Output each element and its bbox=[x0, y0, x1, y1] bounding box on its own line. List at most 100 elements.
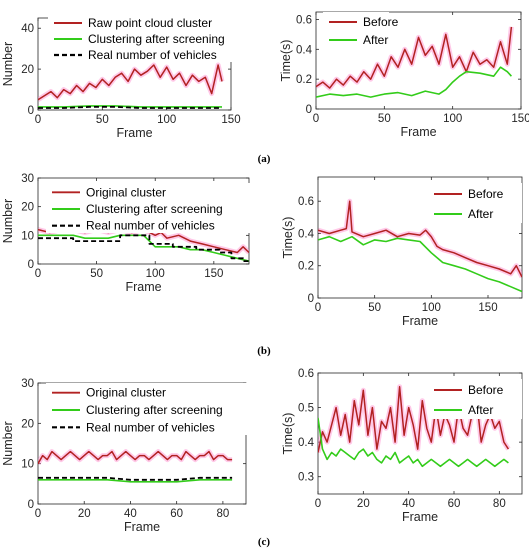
x-tick-label: 50 bbox=[90, 268, 103, 280]
legend: Before After bbox=[428, 379, 522, 419]
y-tick-label: 20 bbox=[21, 202, 34, 214]
legend-box bbox=[48, 14, 260, 62]
y-tick-label: 20 bbox=[21, 64, 34, 76]
legend-label: Real number of vehicles bbox=[86, 420, 215, 434]
legend-label: After bbox=[363, 33, 388, 47]
legend: Raw point cloud cluster Clustering after … bbox=[48, 14, 260, 62]
legend-label: After bbox=[468, 403, 493, 417]
x-tick-label: 60 bbox=[170, 508, 183, 520]
y-tick-label: 0.4 bbox=[296, 44, 313, 56]
series-line-raw bbox=[318, 200, 522, 278]
legend-box bbox=[428, 183, 522, 223]
y-tick-label: 10 bbox=[21, 459, 34, 471]
x-tick-label: 50 bbox=[378, 113, 391, 125]
x-tick-label: 40 bbox=[124, 508, 137, 520]
y-axis-label: Number bbox=[1, 42, 15, 86]
y-tick-label: 30 bbox=[21, 173, 34, 185]
x-tick-label: 150 bbox=[478, 302, 497, 314]
y-axis-label: Time(s) bbox=[281, 217, 295, 259]
x-tick-label: 100 bbox=[146, 268, 165, 280]
x-tick-label: 40 bbox=[402, 498, 415, 510]
y-tick-label: 0.6 bbox=[298, 368, 314, 380]
legend-box bbox=[46, 183, 254, 233]
series-line-screened bbox=[38, 478, 233, 483]
series-line-real bbox=[38, 106, 222, 109]
y-tick-label: 10 bbox=[21, 230, 34, 242]
legend-label: Real number of vehicles bbox=[86, 219, 215, 233]
x-tick-label: 60 bbox=[448, 498, 461, 510]
y-axis-label: Number bbox=[1, 421, 15, 465]
x-tick-label: 20 bbox=[78, 508, 91, 520]
legend-label: Before bbox=[468, 187, 504, 201]
series-line-screened bbox=[38, 234, 249, 262]
x-tick-label: 0 bbox=[315, 302, 321, 314]
y-tick-label: 0.4 bbox=[298, 437, 315, 449]
y-tick-label: 20 bbox=[21, 418, 34, 430]
y-tick-label: 0 bbox=[28, 499, 34, 511]
legend-label: Clustering after screening bbox=[86, 202, 223, 216]
x-tick-label: 0 bbox=[313, 113, 319, 125]
y-axis-label: Time(s) bbox=[281, 413, 295, 455]
legend-label: Before bbox=[363, 15, 399, 29]
chart-a-left: 0 50 100 150 0 20 40 Frame Number Raw point cloud… bbox=[1, 14, 260, 140]
y-tick-label: 0.6 bbox=[296, 14, 312, 26]
x-axis-label: Frame bbox=[402, 314, 438, 328]
series-line-screened bbox=[318, 417, 509, 468]
x-axis-label: Frame bbox=[125, 280, 161, 294]
x-tick-label: 0 bbox=[35, 114, 41, 126]
series-line-raw bbox=[316, 26, 513, 89]
x-tick-label: 150 bbox=[221, 114, 240, 126]
series-line-screened bbox=[38, 105, 222, 108]
y-tick-label: 0 bbox=[306, 104, 312, 116]
legend-box bbox=[323, 12, 389, 48]
legend-box bbox=[428, 379, 522, 419]
y-tick-label: 0 bbox=[308, 293, 314, 305]
legend-label: After bbox=[468, 207, 493, 221]
y-axis-label: Number bbox=[1, 199, 15, 243]
x-tick-label: 0 bbox=[315, 498, 321, 510]
x-tick-label: 100 bbox=[443, 113, 462, 125]
y-axis-label: Time(s) bbox=[279, 40, 293, 82]
y-tick-label: 0.6 bbox=[298, 196, 314, 208]
x-tick-label: 80 bbox=[216, 508, 229, 520]
legend-label: Clustering after screening bbox=[86, 403, 223, 417]
legend-label: Before bbox=[468, 383, 504, 397]
legend-label: Clustering after screening bbox=[88, 32, 225, 46]
x-axis-label: Frame bbox=[124, 520, 160, 534]
x-tick-label: 150 bbox=[204, 268, 223, 280]
x-tick-label: 20 bbox=[357, 498, 370, 510]
x-axis-label: Frame bbox=[402, 510, 438, 524]
y-tick-label: 0.4 bbox=[298, 228, 315, 240]
legend: Original cluster Clustering after screeni… bbox=[46, 383, 250, 435]
legend-label: Original cluster bbox=[86, 185, 166, 199]
x-tick-label: 150 bbox=[511, 113, 529, 125]
x-tick-label: 50 bbox=[96, 114, 109, 126]
x-tick-label: 0 bbox=[35, 268, 41, 280]
legend: Original cluster Clustering after screeni… bbox=[46, 183, 254, 233]
x-tick-label: 50 bbox=[368, 302, 381, 314]
legend-label: Original cluster bbox=[86, 386, 166, 400]
y-tick-label: 40 bbox=[21, 23, 34, 35]
legend: Before After bbox=[323, 12, 399, 48]
chart-c-left: 0 20 40 60 80 0 10 20 30 Frame Number Original clus… bbox=[1, 378, 250, 534]
x-axis-label: Frame bbox=[116, 126, 152, 140]
y-tick-label: 0.3 bbox=[298, 472, 314, 484]
y-tick-label: 30 bbox=[21, 378, 34, 390]
chart-c-right: 0 20 40 60 80 0.3 0.4 0.5 0.6 Frame Time(s) Before A… bbox=[281, 368, 523, 524]
x-axis-label: Frame bbox=[400, 125, 436, 139]
series-line-real bbox=[38, 476, 233, 481]
series-line-real bbox=[38, 234, 249, 263]
x-tick-label: 0 bbox=[35, 508, 41, 520]
legend: Before After bbox=[428, 183, 522, 223]
chart-b-right: 0 50 100 150 0 0.2 0.4 0.6 Frame Time(s) Before Aft… bbox=[281, 176, 523, 328]
legend-label: Raw point cloud cluster bbox=[88, 16, 212, 30]
panel-label-a: (a) bbox=[258, 153, 271, 165]
chart-b-left: 0 50 100 150 0 10 20 30 Frame Number Original clus… bbox=[1, 173, 254, 294]
series-line-screened bbox=[316, 66, 512, 98]
x-tick-label: 100 bbox=[422, 302, 441, 314]
x-tick-label: 100 bbox=[157, 114, 176, 126]
panel-label-b: (b) bbox=[257, 345, 271, 357]
chart-a-right: 0 50 100 150 0 0.2 0.4 0.6 Frame Time(s) Before Aft… bbox=[279, 11, 529, 139]
panel-label-c: (c) bbox=[258, 536, 271, 548]
